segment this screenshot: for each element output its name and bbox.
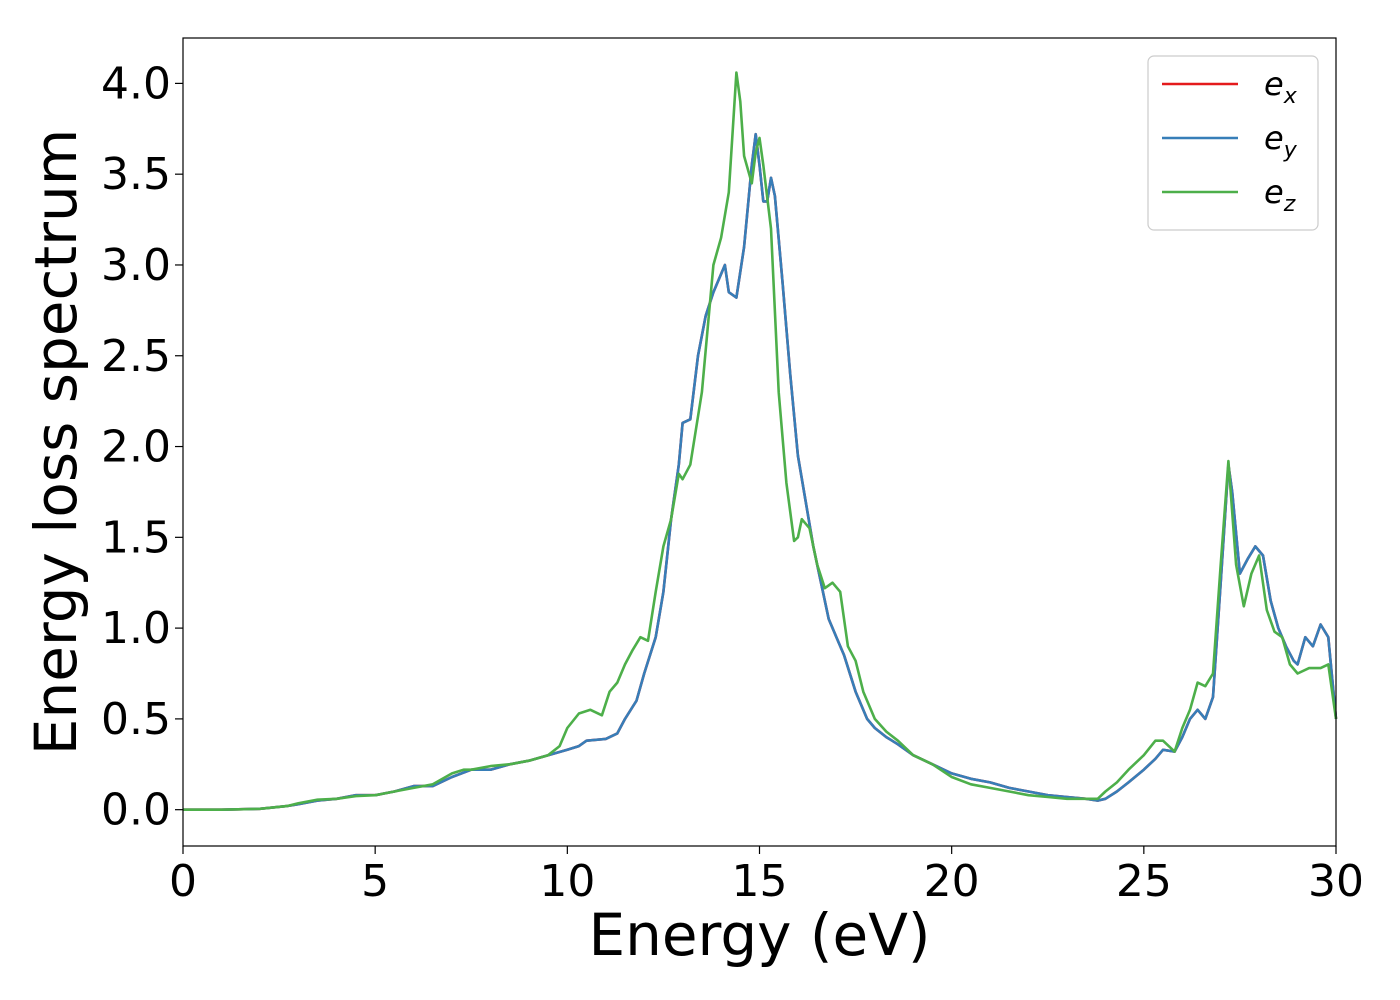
y-tick-label: 2.5	[101, 331, 171, 382]
x-tick-label: 10	[539, 856, 595, 907]
ticks-layer: 0 5 10 15 20 25 30 0.0 0.5 1.0 1.5 2.0 2.5 3.0 3.5 4.0	[101, 58, 1364, 907]
y-tick-label: 3.0	[101, 240, 171, 291]
y-tick-label: 1.5	[101, 512, 171, 563]
y-tick-label: 1.0	[101, 603, 171, 654]
y-tick-label: 4.0	[101, 58, 171, 109]
x-tick-label: 5	[361, 856, 389, 907]
y-tick-label: 3.5	[101, 149, 171, 200]
series-line-z	[183, 71, 1338, 811]
legend-label-y: ey	[1264, 119, 1298, 163]
x-tick-label: 0	[169, 856, 197, 907]
y-tick-label: 0.0	[101, 785, 171, 836]
legend-label-z: ez	[1264, 173, 1296, 217]
series-line-x	[183, 132, 1338, 811]
x-axis-title: Energy (eV)	[588, 901, 930, 969]
y-tick-label: 2.0	[101, 422, 171, 473]
x-tick-label: 30	[1308, 856, 1364, 907]
legend-label-x: ex	[1264, 65, 1298, 109]
x-tick-label: 20	[924, 856, 980, 907]
legend-box	[1147, 55, 1319, 231]
x-tick-label: 15	[732, 856, 788, 907]
y-axis-title: Energy loss spectrum	[22, 129, 90, 755]
y-tick-label: 0.5	[101, 694, 171, 745]
series-layer	[183, 71, 1338, 811]
series-line-y	[183, 132, 1338, 811]
legend: ex ey ez	[1147, 55, 1319, 231]
x-tick-label: 25	[1116, 856, 1172, 907]
